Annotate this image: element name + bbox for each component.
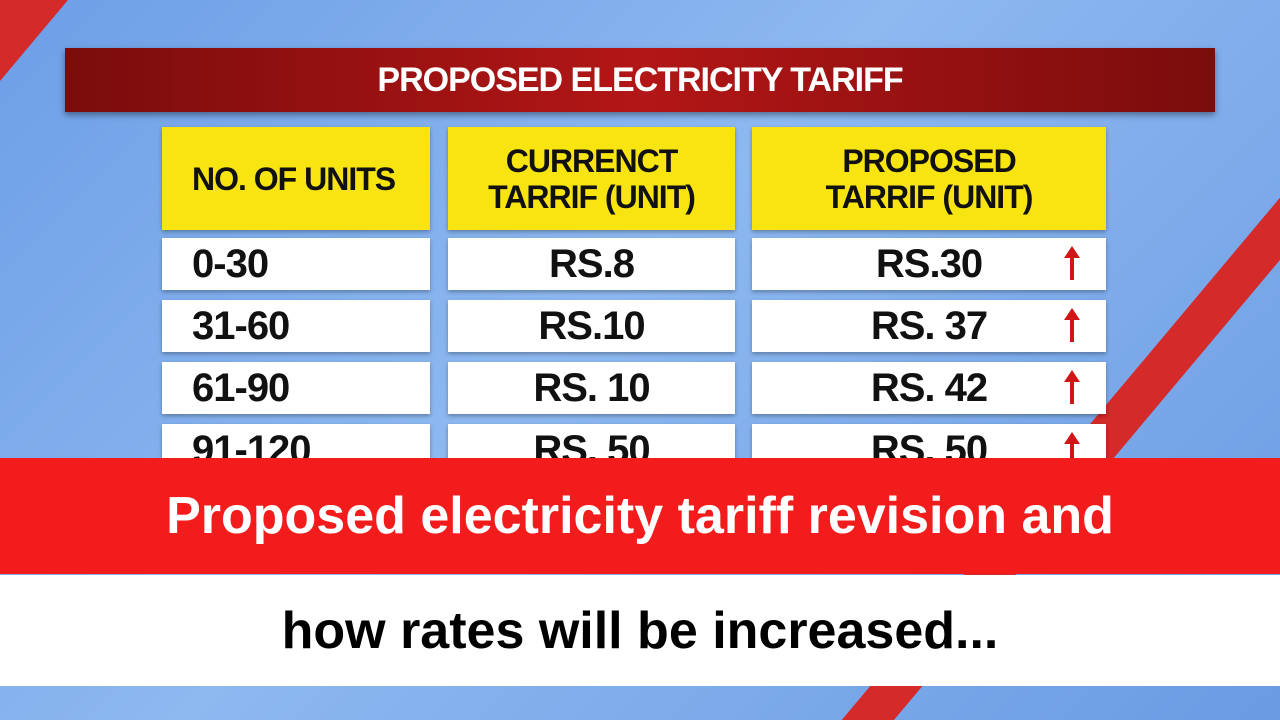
column-header: CURRENCT TARRIF (UNIT) <box>448 127 735 230</box>
column-header: NO. OF UNITS <box>162 127 430 230</box>
table-cell: RS.30 <box>752 238 1106 290</box>
table-cell: 61-90 <box>162 362 430 414</box>
up-arrow <box>1064 432 1080 466</box>
table-cell: RS. 37 <box>752 300 1106 352</box>
table-cell: RS.8 <box>448 238 735 290</box>
table-cell: 0-30 <box>162 238 430 290</box>
column-header: PROPOSED TARRIF (UNIT) <box>752 127 1106 230</box>
title-bar: PROPOSED ELECTRICITY TARIFF <box>65 48 1215 112</box>
title: PROPOSED ELECTRICITY TARIFF <box>377 60 903 99</box>
caption-line: Proposed electricity tariff revision and <box>0 458 1280 574</box>
up-arrow <box>1064 308 1080 342</box>
up-arrow <box>1064 246 1080 280</box>
table-cell: RS. 42 <box>752 362 1106 414</box>
table-cell: RS. 10 <box>448 362 735 414</box>
caption-line: how rates will be increased... <box>0 575 1280 686</box>
up-arrow <box>1064 370 1080 404</box>
table-cell: RS.10 <box>448 300 735 352</box>
table-cell: 31-60 <box>162 300 430 352</box>
